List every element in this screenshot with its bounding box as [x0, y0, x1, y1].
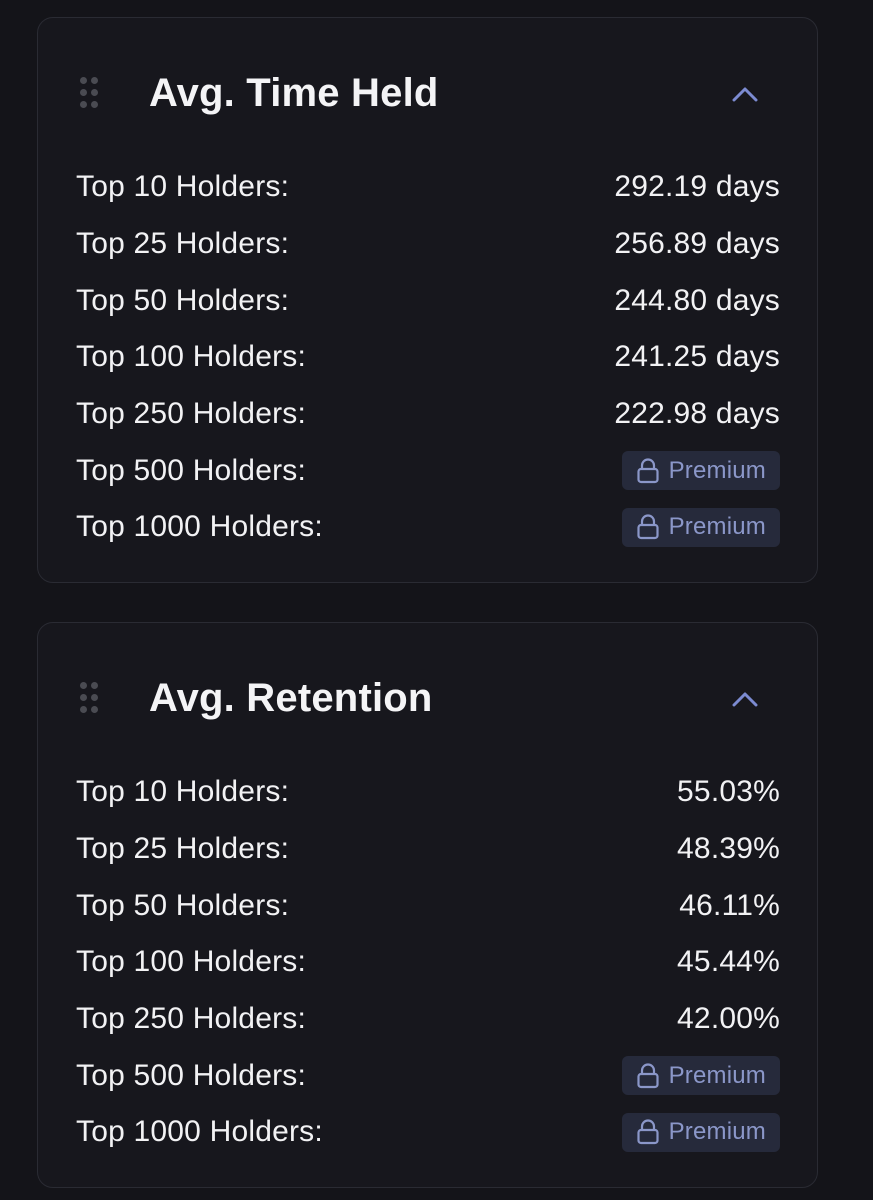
row-value: 55.03% — [677, 775, 780, 809]
premium-label: Premium — [668, 456, 766, 484]
row-value: 292.19 days — [614, 170, 780, 204]
list-item: Top 1000 Holders: Premium — [76, 1104, 780, 1161]
row-label: Top 500 Holders: — [76, 1058, 307, 1092]
drag-handle-icon[interactable] — [80, 77, 100, 113]
row-label: Top 1000 Holders: — [76, 1115, 323, 1149]
row-label: Top 250 Holders: — [76, 1002, 307, 1036]
row-value: 46.11% — [679, 888, 780, 922]
row-value: 48.39% — [677, 832, 780, 866]
list-item: Top 25 Holders: 256.89 days — [76, 216, 780, 273]
premium-label: Premium — [668, 1061, 766, 1089]
row-label: Top 10 Holders: — [76, 170, 290, 204]
list-item: Top 10 Holders: 55.03% — [76, 764, 780, 821]
row-label: Top 1000 Holders: — [76, 510, 323, 544]
row-label: Top 100 Holders: — [76, 340, 307, 374]
card-header: Avg. Time Held — [38, 18, 817, 168]
row-value: 244.80 days — [614, 283, 780, 317]
list-item: Top 500 Holders: Premium — [76, 442, 780, 499]
lock-icon — [636, 1119, 659, 1145]
avg-time-held-card: Avg. Time Held Top 10 Holders: 292.19 da… — [37, 17, 818, 583]
premium-badge[interactable]: Premium — [621, 1112, 780, 1152]
row-label: Top 100 Holders: — [76, 945, 307, 979]
row-label: Top 250 Holders: — [76, 397, 307, 431]
premium-label: Premium — [668, 1118, 766, 1146]
row-value: 256.89 days — [614, 227, 780, 261]
list-item: Top 25 Holders: 48.39% — [76, 821, 780, 878]
list-item: Top 1000 Holders: Premium — [76, 499, 780, 556]
row-label: Top 25 Holders: — [76, 832, 290, 866]
lock-icon — [636, 514, 659, 540]
list-item: Top 50 Holders: 244.80 days — [76, 272, 780, 329]
premium-badge[interactable]: Premium — [621, 507, 780, 547]
list-item: Top 250 Holders: 42.00% — [76, 991, 780, 1048]
list-item: Top 250 Holders: 222.98 days — [76, 386, 780, 443]
lock-icon — [636, 458, 659, 483]
list-item: Top 10 Holders: 292.19 days — [76, 159, 780, 216]
list-item: Top 100 Holders: 45.44% — [76, 934, 780, 991]
chevron-up-icon — [732, 87, 758, 102]
list-item: Top 500 Holders: Premium — [76, 1047, 780, 1104]
card-title: Avg. Time Held — [149, 71, 439, 115]
row-label: Top 25 Holders: — [76, 227, 290, 261]
premium-label: Premium — [668, 513, 766, 541]
collapse-button[interactable] — [725, 74, 765, 114]
row-label: Top 50 Holders: — [76, 283, 290, 317]
list-item: Top 100 Holders: 241.25 days — [76, 329, 780, 386]
avg-retention-card: Avg. Retention Top 10 Holders: 55.03% To… — [37, 622, 818, 1188]
row-label: Top 50 Holders: — [76, 888, 290, 922]
row-value: 42.00% — [677, 1002, 780, 1036]
collapse-button[interactable] — [725, 679, 765, 719]
row-label: Top 500 Holders: — [76, 453, 307, 487]
card-title: Avg. Retention — [149, 676, 433, 720]
lock-icon — [636, 1063, 659, 1088]
row-value: 222.98 days — [614, 397, 780, 431]
chevron-up-icon — [732, 692, 758, 707]
row-label: Top 10 Holders: — [76, 775, 290, 809]
holder-stats-list: Top 10 Holders: 292.19 days Top 25 Holde… — [76, 159, 780, 556]
list-item: Top 50 Holders: 46.11% — [76, 877, 780, 934]
premium-badge[interactable]: Premium — [621, 1056, 780, 1096]
row-value: 241.25 days — [614, 340, 780, 374]
premium-badge[interactable]: Premium — [621, 451, 780, 491]
drag-handle-icon[interactable] — [80, 682, 100, 718]
card-header: Avg. Retention — [38, 623, 817, 773]
holder-stats-list: Top 10 Holders: 55.03% Top 25 Holders: 4… — [76, 764, 780, 1161]
row-value: 45.44% — [677, 945, 780, 979]
